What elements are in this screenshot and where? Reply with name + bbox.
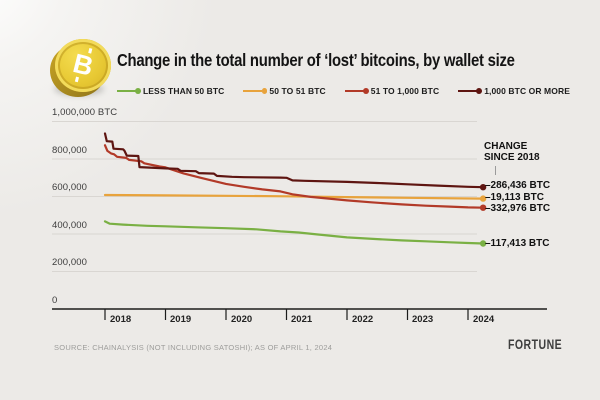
legend-line-dot-icon — [344, 87, 369, 95]
x-tick-label: 2023 — [412, 314, 434, 325]
x-tick-label: 2018 — [110, 314, 132, 325]
legend-line-dot-icon — [458, 87, 483, 95]
legend-label: LESS THAN 50 BTC — [143, 86, 225, 96]
annotation-connector-tick — [495, 166, 497, 175]
series-line-50-to-51-btc — [103, 193, 485, 200]
bitcoin-coin-illustration: B — [50, 36, 116, 102]
change-label-1000-or-more: –286,436 BTC — [485, 180, 551, 191]
x-tick-label: 2021 — [291, 314, 313, 325]
y-tick-label: 400,000 — [52, 219, 88, 231]
change-label-50-to-51: –19,113 BTC — [485, 191, 544, 203]
x-tick-label: 2020 — [231, 314, 253, 325]
change-label-less-than-50: –117,413 BTC — [485, 238, 550, 249]
y-tick-label: 1,000,000 BTC — [52, 107, 118, 118]
page-title: Change in the total number of ‘lost’ bit… — [117, 50, 515, 70]
legend-item-50-to-51: 50 TO 51 BTC — [243, 86, 326, 96]
fortune-logo: FORTUNE — [508, 337, 563, 352]
x-tick-label: 2024 — [473, 314, 495, 325]
x-tick-label: 2022 — [352, 314, 374, 325]
legend: LESS THAN 50 BTC 50 TO 51 BTC 51 TO 1,00… — [117, 86, 570, 96]
legend-item-51-to-1000: 51 TO 1,000 BTC — [344, 86, 440, 96]
source-note: SOURCE: CHAINALYSIS (NOT INCLUDING SATOS… — [54, 343, 333, 352]
legend-line-dot-icon — [243, 87, 268, 95]
legend-item-1000-or-more: 1,000 BTC OR MORE — [458, 86, 570, 96]
y-tick-label: 200,000 — [52, 257, 88, 268]
y-tick-label: 800,000 — [52, 144, 88, 156]
y-tick-label: 600,000 — [52, 182, 88, 193]
change-label-51-to-1000: –332,976 BTC — [485, 202, 551, 214]
legend-label: 50 TO 51 BTC — [269, 86, 326, 96]
legend-item-less-than-50: LESS THAN 50 BTC — [117, 86, 224, 96]
legend-label: 1,000 BTC OR MORE — [484, 86, 570, 96]
change-since-2018-header: CHANGE SINCE 2018 — [484, 141, 540, 163]
bitcoin-letter: B — [70, 48, 97, 82]
x-tick-label: 2019 — [170, 314, 192, 325]
series-line-1000-btc-or-more — [103, 132, 485, 189]
series-line-51-to-1000-btc — [103, 144, 485, 209]
legend-label: 51 TO 1,000 BTC — [370, 86, 440, 96]
series-line-less-than-50-btc — [103, 220, 485, 245]
legend-line-dot-icon — [117, 87, 141, 95]
y-tick-label: 0 — [52, 294, 58, 306]
coin-face — [55, 39, 111, 92]
